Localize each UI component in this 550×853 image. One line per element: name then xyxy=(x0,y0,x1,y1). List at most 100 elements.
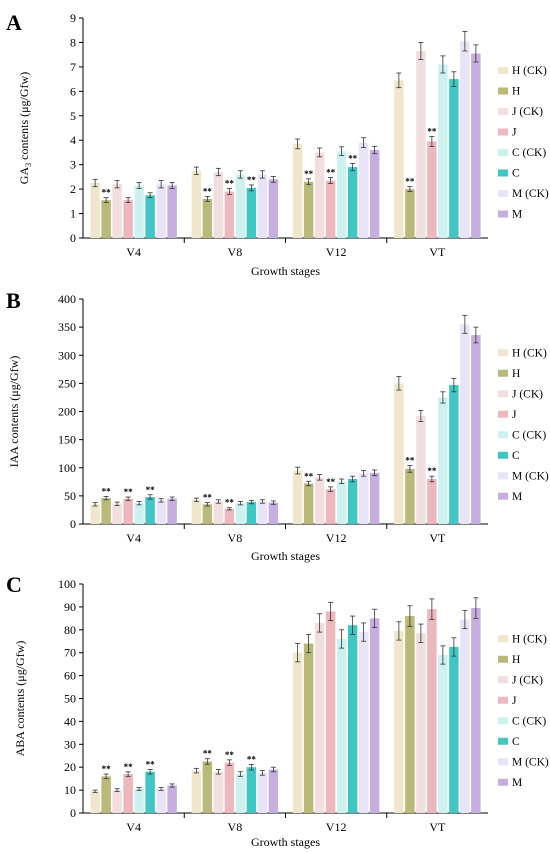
bar xyxy=(358,473,369,524)
y-tick-label: 90 xyxy=(64,600,76,614)
x-tick-label: V4 xyxy=(126,245,141,259)
legend-swatch xyxy=(498,410,508,418)
bar xyxy=(123,200,133,238)
y-tick-label: 60 xyxy=(64,669,76,683)
y-tick-label: 7 xyxy=(70,60,76,74)
significance-marker: ** xyxy=(427,127,437,137)
bar xyxy=(347,479,358,524)
panel-b: B 0 50 100 150 200 250 300 350 400 IAA contents (μ… xyxy=(6,288,549,563)
bar xyxy=(325,180,336,238)
legend-swatch xyxy=(498,87,508,95)
bar xyxy=(191,499,202,524)
legend-swatch xyxy=(498,210,508,218)
y-tick-label: 70 xyxy=(64,646,76,660)
bar xyxy=(202,761,213,813)
y-axis-label-rest: contents (μg/Gfw) xyxy=(17,72,31,163)
significance-marker: ** xyxy=(326,477,336,487)
bar xyxy=(325,489,336,524)
legend-label: C xyxy=(512,450,520,462)
y-tick-label: 200 xyxy=(58,405,76,419)
significance-marker: ** xyxy=(124,487,134,497)
bar xyxy=(358,142,369,238)
legend-label: H xyxy=(512,368,520,380)
legend-swatch xyxy=(498,67,508,74)
legend-swatch xyxy=(498,169,508,177)
bar xyxy=(191,770,202,813)
legend-swatch xyxy=(498,149,508,156)
bar xyxy=(246,187,257,238)
bar xyxy=(438,397,448,524)
significance-marker: ** xyxy=(225,750,235,760)
significance-marker: ** xyxy=(405,177,415,187)
bar xyxy=(405,468,415,524)
y-tick-label: 400 xyxy=(58,292,76,306)
bar xyxy=(314,152,325,238)
legend-label: C (CK) xyxy=(512,147,546,159)
y-tick-label: 300 xyxy=(58,348,76,362)
bar xyxy=(471,53,481,238)
y-tick-label: 100 xyxy=(58,461,76,475)
legend-label: H xyxy=(512,86,520,98)
y-axis-label: ABA contents (μg/Gfw) xyxy=(13,641,27,757)
legend-label: J xyxy=(512,695,517,707)
bar xyxy=(416,633,426,813)
x-tick-label: V8 xyxy=(228,820,243,834)
bar xyxy=(394,80,404,238)
legend-swatch xyxy=(498,778,508,786)
bar xyxy=(167,785,177,813)
bar xyxy=(336,481,347,524)
y-tick-label: 3 xyxy=(70,158,76,172)
y-tick-label: 9 xyxy=(70,11,76,25)
panel-letter: B xyxy=(6,288,21,313)
significance-marker: ** xyxy=(348,153,358,163)
bar xyxy=(405,616,415,813)
y-axis-label-sub: 3 xyxy=(24,163,33,167)
bar xyxy=(303,181,314,238)
bar xyxy=(246,502,257,524)
significance-marker: ** xyxy=(247,175,257,185)
legend-swatch xyxy=(498,472,508,480)
significance-marker: ** xyxy=(405,456,415,466)
legend-label: M (CK) xyxy=(512,756,549,768)
legend-label: M xyxy=(512,209,522,221)
bar xyxy=(134,185,144,238)
y-axis-label: IAA contents (μg/Gfw) xyxy=(7,356,21,468)
bar xyxy=(123,498,133,524)
bar xyxy=(438,654,448,813)
bar xyxy=(145,195,155,238)
bar xyxy=(101,498,111,524)
y-tick-label: 20 xyxy=(64,760,76,774)
legend-swatch xyxy=(498,190,508,197)
bar xyxy=(416,416,426,524)
legend-swatch xyxy=(498,758,508,766)
bar xyxy=(112,790,122,813)
legend-swatch xyxy=(498,492,508,500)
bar xyxy=(427,141,437,238)
bar xyxy=(156,788,166,813)
bar xyxy=(167,498,177,524)
legend-swatch xyxy=(498,369,508,377)
bar xyxy=(156,184,166,238)
bar xyxy=(460,324,470,524)
bar xyxy=(471,608,481,813)
bar xyxy=(358,632,369,813)
legend-swatch xyxy=(498,717,508,725)
bar xyxy=(460,41,470,238)
x-tick-label: V8 xyxy=(228,531,243,545)
legend-swatch xyxy=(498,635,508,643)
bar xyxy=(90,504,100,524)
significance-marker: ** xyxy=(203,749,213,759)
bar xyxy=(224,508,235,524)
y-tick-label: 150 xyxy=(58,433,76,447)
x-axis-label: Growth stages xyxy=(251,835,320,849)
bar xyxy=(134,503,144,524)
bar xyxy=(394,383,404,524)
y-tick-label: 100 xyxy=(58,577,76,591)
legend-swatch xyxy=(498,390,508,398)
legend-label: C xyxy=(512,168,520,180)
significance-marker: ** xyxy=(102,764,112,774)
legend-swatch xyxy=(498,349,508,357)
legend-swatch xyxy=(498,655,508,663)
bar xyxy=(213,771,224,813)
